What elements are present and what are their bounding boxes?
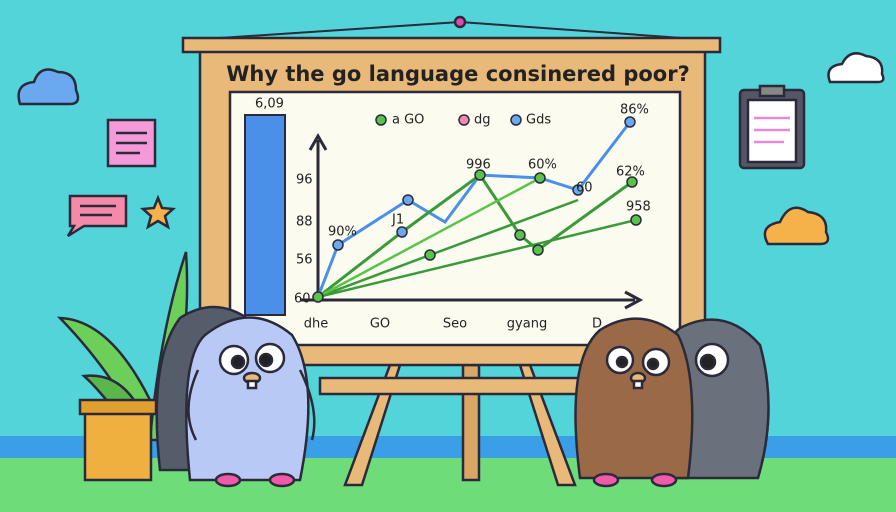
easel-part — [181, 36, 722, 54]
x-label: gyang — [507, 317, 547, 332]
board-chart-part — [308, 132, 328, 151]
characters-part — [214, 472, 242, 488]
board-chart-part-part — [375, 114, 387, 126]
y-label: 60 — [294, 292, 311, 307]
x-label: dhe — [304, 317, 329, 332]
characters-part — [699, 353, 717, 371]
characters-part — [632, 379, 644, 390]
board-chart-part-part — [396, 226, 408, 238]
x-label: D — [592, 317, 602, 332]
characters-part — [246, 379, 258, 390]
characters-part — [187, 369, 200, 441]
point-label: 90% — [328, 225, 357, 240]
decorations-part — [763, 206, 830, 246]
legend-item: Gds — [526, 113, 551, 128]
board-chart-part-part — [514, 229, 526, 241]
characters-part — [268, 472, 296, 488]
board-chart-part — [317, 218, 637, 299]
board-chart-part-part — [402, 194, 414, 206]
board-chart-part-part — [630, 214, 642, 226]
board-chart-part-part — [332, 239, 344, 251]
board-chart-part-part — [624, 116, 636, 128]
characters-part — [258, 352, 274, 368]
decorations-part — [83, 404, 153, 482]
board-chart-part — [244, 114, 286, 316]
board-chart-part-part — [510, 114, 522, 126]
board-chart-part — [317, 176, 541, 299]
x-label: GO — [370, 317, 390, 332]
board-chart — [244, 114, 644, 316]
board-chart-part-part — [474, 169, 486, 181]
board-chart-part-part — [572, 184, 584, 196]
point-label: J1 — [391, 213, 404, 228]
point-label: 86% — [620, 103, 649, 118]
decorations-part — [17, 68, 80, 106]
easel-part — [453, 15, 467, 29]
board-chart-part — [624, 290, 644, 310]
board-chart-part — [316, 121, 632, 298]
decorations-part — [78, 398, 158, 416]
board-chart-part-part — [626, 176, 638, 188]
legend-item: dg — [474, 113, 491, 128]
decorations-part — [139, 194, 177, 230]
y-label: 96 — [296, 173, 313, 188]
legend-item: a GO — [392, 113, 424, 128]
characters-part — [646, 357, 660, 371]
easel-part — [318, 376, 602, 396]
characters-part — [230, 354, 246, 370]
board-chart-part-part — [424, 249, 436, 261]
x-label: Seo — [443, 317, 467, 332]
decorations-part — [827, 52, 885, 84]
board-chart-part-part — [534, 172, 546, 184]
y-label: 56 — [296, 253, 313, 268]
characters-part — [615, 355, 629, 369]
board-chart-part-part — [458, 114, 470, 126]
decorations — [17, 52, 885, 482]
y-label: 6,09 — [255, 97, 284, 112]
characters-part — [592, 472, 620, 488]
characters — [155, 305, 770, 488]
characters-part — [298, 369, 316, 441]
board-chart-part — [312, 114, 642, 303]
point-label: 996 — [466, 158, 491, 173]
characters-part — [574, 317, 694, 480]
point-label: 60% — [528, 158, 557, 173]
point-label: 60 — [576, 181, 593, 196]
board-chart-part-part — [312, 291, 324, 303]
title: Why the go language consinered poor? — [226, 62, 690, 86]
y-label: 88 — [296, 215, 313, 230]
board-chart-part-part — [532, 244, 544, 256]
easel — [181, 15, 722, 487]
characters-part — [185, 316, 310, 482]
easel-part — [228, 90, 682, 347]
point-label: 62% — [616, 165, 645, 180]
characters-part — [650, 472, 678, 488]
point-label: 958 — [626, 200, 651, 215]
decorations-part — [758, 84, 786, 98]
